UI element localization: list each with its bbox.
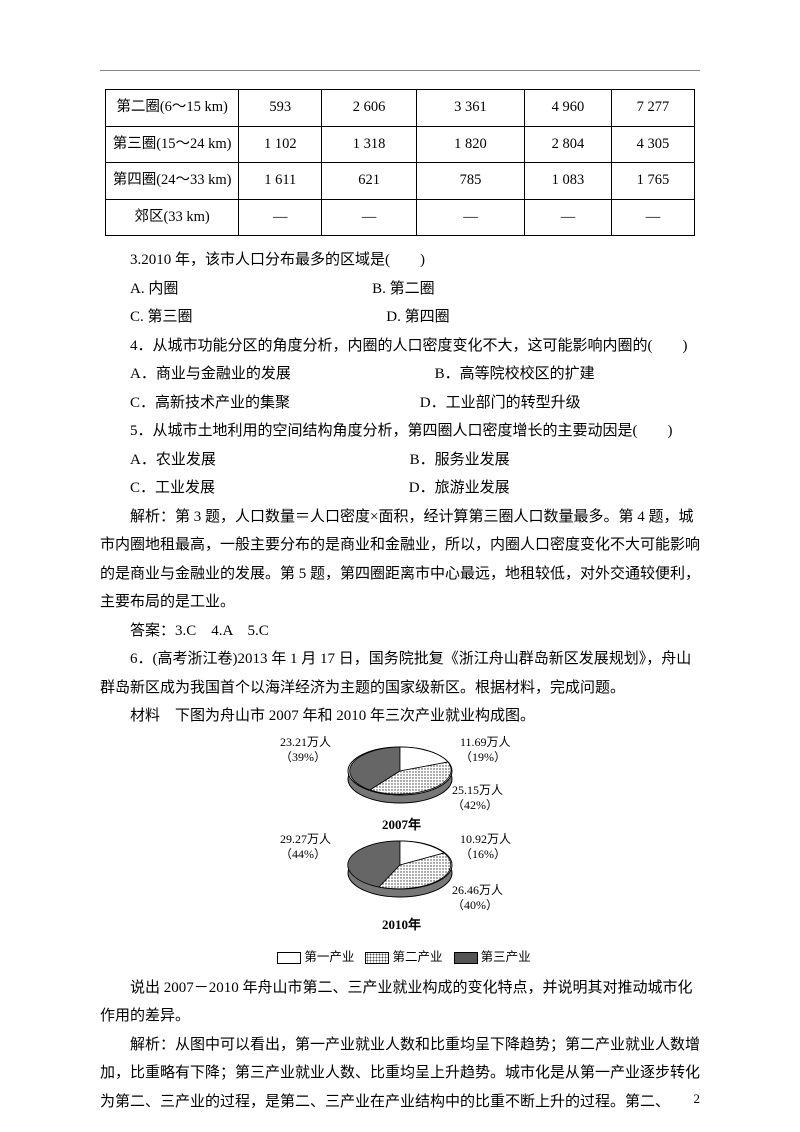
pie07-year: 2007年 [382, 813, 421, 838]
opt-c: C．高新技术产业的集聚 [130, 395, 290, 411]
q5-options-cd: C．工业发展 D．旅游业发展 [100, 474, 700, 503]
q3-stem: 3.2010 年，该市人口分布最多的区域是( ) [100, 246, 700, 275]
opt-a: A．商业与金融业的发展 [130, 366, 291, 382]
cell: — [322, 199, 417, 236]
cell: 第三圈(15～24 km) [106, 126, 239, 163]
cell: 1 611 [239, 163, 322, 200]
cell: 1 820 [416, 126, 524, 163]
page-number: 2 [694, 1087, 701, 1112]
cell: 4 960 [525, 90, 612, 127]
data-table: 第二圈(6～15 km) 593 2 606 3 361 4 960 7 277… [105, 89, 695, 236]
legend-box-1-icon [277, 952, 301, 964]
cell: 3 361 [416, 90, 524, 127]
opt-c: C. 第三圈 [130, 309, 193, 325]
cell: 1 083 [525, 163, 612, 200]
table-row: 郊区(33 km) — — — — — [106, 199, 695, 236]
pie07-l3: 23.21万人（39%） [280, 735, 331, 765]
cell: 第四圈(24～33 km) [106, 163, 239, 200]
q6-intro: 6．(高考浙江卷)2013 年 1 月 17 日，国务院批复《浙江舟山群岛新区发… [100, 645, 700, 702]
answer-1: 答案：3.C 4.A 5.C [100, 617, 700, 646]
pie-charts: 23.21万人（39%） 11.69万人（19%） 25.15万人（42%） 2… [250, 735, 550, 970]
opt-b: B．服务业发展 [380, 446, 510, 475]
header-divider [100, 70, 700, 71]
material-text: 材料 下图为舟山市 2007 年和 2010 年三次产业就业构成图。 [100, 702, 700, 731]
analysis-2: 解析：从图中可以看出，第一产业就业人数和比重均呈下降趋势；第二产业就业人数增加，… [100, 1031, 700, 1117]
q4-options-ab: A．商业与金融业的发展 B．高等院校校区的扩建 [100, 360, 700, 389]
q3-options-ab: A. 内圈 B. 第二圈 [100, 275, 700, 304]
q5-options-ab: A．农业发展 B．服务业发展 [100, 446, 700, 475]
opt-a: A. 内圈 [130, 281, 178, 297]
legend-box-3-icon [454, 952, 478, 964]
cell: — [611, 199, 694, 236]
cell: — [525, 199, 612, 236]
pie10-l3: 29.27万人（44%） [280, 832, 331, 862]
cell: 郊区(33 km) [106, 199, 239, 236]
opt-b: B．高等院校校区的扩建 [405, 360, 595, 389]
pie07-l2: 25.15万人（42%） [452, 783, 503, 813]
q4-stem: 4．从城市功能分区的角度分析，内圈的人口密度变化不大，这可能影响内圈的( ) [100, 332, 700, 361]
pie10-l2: 26.46万人（40%） [452, 883, 503, 913]
legend-1: 第一产业 [304, 950, 354, 964]
cell: 4 305 [611, 126, 694, 163]
q4-options-cd: C．高新技术产业的集聚 D．工业部门的转型升级 [100, 389, 700, 418]
cell: — [239, 199, 322, 236]
table-row: 第二圈(6～15 km) 593 2 606 3 361 4 960 7 277 [106, 90, 695, 127]
cell: 621 [322, 163, 417, 200]
cell: 第二圈(6～15 km) [106, 90, 239, 127]
cell: 7 277 [611, 90, 694, 127]
pie07-l1: 11.69万人（19%） [460, 735, 511, 765]
pie10-l1: 10.92万人（16%） [460, 832, 511, 862]
cell: — [416, 199, 524, 236]
cell: 2 606 [322, 90, 417, 127]
q6-stem: 说出 2007－2010 年舟山市第二、三产业就业构成的变化特点，并说明其对推动… [100, 974, 700, 1031]
cell: 785 [416, 163, 524, 200]
opt-d: D．旅游业发展 [379, 474, 510, 503]
pie10-year: 2010年 [382, 913, 421, 938]
table-row: 第四圈(24～33 km) 1 611 621 785 1 083 1 765 [106, 163, 695, 200]
table-row: 第三圈(15～24 km) 1 102 1 318 1 820 2 804 4 … [106, 126, 695, 163]
cell: 2 804 [525, 126, 612, 163]
opt-d: D．工业部门的转型升级 [390, 389, 581, 418]
q5-stem: 5．从城市土地利用的空间结构角度分析，第四圈人口密度增长的主要动因是( ) [100, 417, 700, 446]
opt-a: A．农业发展 [130, 452, 216, 468]
opt-c: C．工业发展 [130, 480, 215, 496]
cell: 1 318 [322, 126, 417, 163]
opt-d: D. 第四圈 [356, 303, 449, 332]
legend: 第一产业 第二产业 第三产业 [240, 946, 560, 970]
cell: 593 [239, 90, 322, 127]
legend-3: 第三产业 [481, 950, 531, 964]
legend-box-2-icon [365, 952, 389, 964]
analysis-1: 解析：第 3 题，人口数量＝人口密度×面积，经计算第三圈人口数量最多。第 4 题… [100, 503, 700, 617]
legend-2: 第二产业 [392, 950, 442, 964]
cell: 1 765 [611, 163, 694, 200]
cell: 1 102 [239, 126, 322, 163]
q3-options-cd: C. 第三圈 D. 第四圈 [100, 303, 700, 332]
opt-b: B. 第二圈 [342, 275, 435, 304]
